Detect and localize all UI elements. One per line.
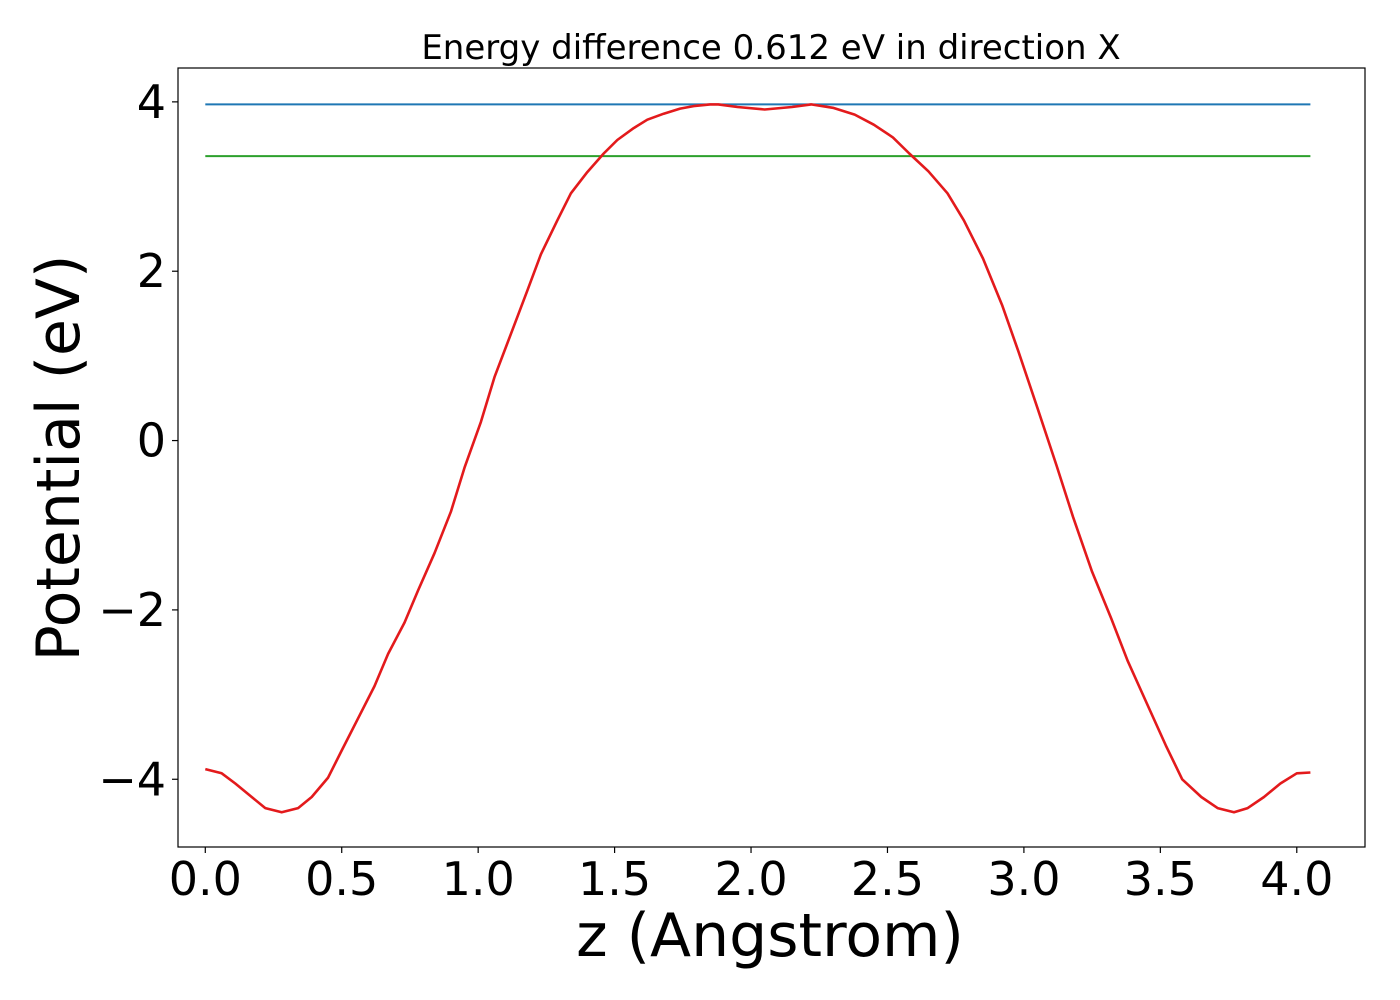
x-axis-ticks: 0.0 0.5 1.0 1.5 2.0 2.5 3.0 3.5 4.0	[169, 847, 1333, 906]
y-tick-label: 4	[137, 75, 166, 129]
x-tick-label: 3.5	[1124, 852, 1197, 906]
x-tick-label: 1.5	[578, 852, 651, 906]
series-layer	[204, 103, 1311, 814]
plot-frame	[177, 67, 1366, 848]
y-tick-label: −2	[98, 583, 166, 637]
series-line-2	[204, 103, 1311, 814]
y-axis-label: Potential (eV)	[24, 255, 94, 662]
x-tick-label: 0.0	[169, 852, 242, 906]
x-tick-label: 0.5	[305, 852, 378, 906]
y-axis-ticks: −4 −2 0 2 4	[98, 75, 178, 806]
x-tick-label: 1.0	[442, 852, 515, 906]
x-axis-label: z (Angstrom)	[576, 901, 964, 971]
x-tick-label: 2.0	[714, 852, 787, 906]
x-tick-label: 4.0	[1260, 852, 1333, 906]
chart-title: Energy difference 0.612 eV in direction …	[421, 28, 1120, 68]
y-tick-label: 2	[137, 244, 166, 298]
x-tick-label: 2.5	[851, 852, 924, 906]
y-tick-label: −4	[98, 752, 166, 806]
x-tick-label: 3.0	[987, 852, 1060, 906]
y-tick-label: 0	[137, 414, 166, 468]
